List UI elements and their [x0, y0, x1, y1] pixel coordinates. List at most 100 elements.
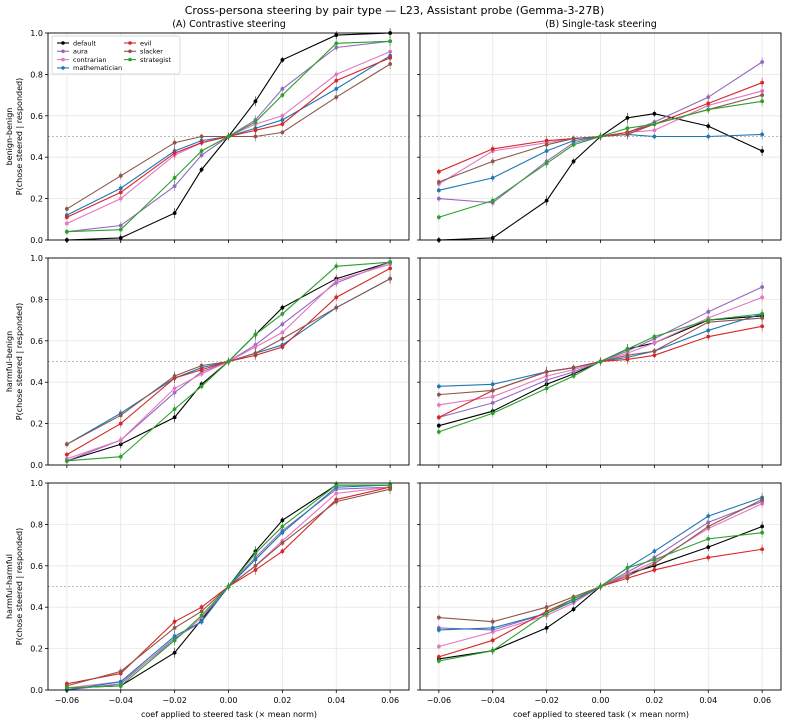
- point-mathematician-0: [436, 188, 441, 193]
- point-strategist-5: [253, 120, 258, 124]
- point-evil-6: [280, 122, 285, 126]
- point-slacker-6: [652, 349, 657, 354]
- point-strategist-1: [118, 227, 123, 232]
- point-slacker-6: [280, 541, 285, 545]
- point-strategist-5: [625, 126, 630, 131]
- point-strategist-3: [571, 142, 576, 147]
- y-tick-label-3: 0.6: [30, 562, 43, 571]
- point-mathematician-0: [436, 384, 441, 389]
- point-default-5: [253, 99, 258, 104]
- point-contrarian-5: [253, 345, 258, 349]
- point-strategist-1: [490, 198, 495, 203]
- point-contrarian-0: [436, 403, 441, 407]
- column-title-single-task: (B) Single-task steering: [545, 19, 657, 30]
- point-evil-8: [760, 547, 765, 552]
- y-tick-label-2: 0.4: [30, 153, 43, 162]
- legend-entry-slacker: slacker: [124, 48, 163, 56]
- point-strategist-0: [64, 229, 69, 234]
- point-evil-1: [490, 147, 495, 151]
- y-axis-label: P(chose steered | responded): [15, 528, 24, 645]
- legend-entry-mathematician: mathematician: [57, 64, 122, 72]
- point-slacker-3: [199, 363, 204, 368]
- y-tick-label-3: 0.6: [30, 337, 43, 346]
- point-mathematician-8: [760, 132, 765, 137]
- point-evil-0: [436, 415, 441, 420]
- point-default-2: [172, 650, 177, 655]
- point-contrarian-2: [172, 386, 177, 391]
- point-aura-1: [118, 223, 123, 228]
- point-contrarian-1: [490, 394, 495, 399]
- point-slacker-1: [490, 619, 495, 624]
- point-mathematician-7: [334, 86, 339, 91]
- point-slacker-3: [571, 365, 576, 370]
- panel-harmful-benign-single: [417, 257, 782, 468]
- point-strategist-6: [280, 311, 285, 316]
- point-aura-3: [199, 153, 204, 158]
- point-slacker-6: [652, 561, 657, 566]
- point-evil-0: [436, 654, 441, 659]
- point-slacker-1: [490, 159, 495, 164]
- point-strategist-2: [172, 407, 177, 412]
- x-tick-label-3: 0.00: [592, 696, 610, 705]
- legend-entry-default: default: [57, 39, 96, 47]
- point-evil-3: [199, 140, 204, 145]
- point-slacker-2: [544, 142, 549, 147]
- point-strategist-7: [334, 41, 339, 46]
- point-contrarian-3: [199, 372, 204, 376]
- point-evil-0: [436, 169, 441, 174]
- point-aura-2: [172, 184, 177, 189]
- y-tick-label-4: 0.8: [30, 520, 43, 529]
- point-evil-2: [172, 151, 177, 155]
- legend-label-mathematician: mathematician: [73, 64, 122, 72]
- point-evil-6: [280, 345, 285, 349]
- point-strategist-0: [64, 686, 69, 690]
- legend-label-contrarian: contrarian: [73, 56, 106, 64]
- point-slacker-1: [118, 669, 123, 674]
- legend-label-slacker: slacker: [140, 48, 163, 56]
- point-slacker-0: [436, 615, 441, 620]
- point-slacker-2: [544, 369, 549, 374]
- column-title-contrastive: (A) Contrastive steering: [172, 19, 286, 30]
- y-tick-label-3: 0.6: [30, 112, 43, 121]
- legend-marker-aura: [61, 49, 65, 54]
- point-mathematician-5: [253, 557, 258, 562]
- point-strategist-0: [436, 659, 441, 663]
- point-slacker-0: [436, 180, 441, 184]
- point-strategist-3: [199, 384, 204, 389]
- point-strategist-2: [172, 638, 177, 643]
- point-default-0: [436, 423, 441, 428]
- point-slacker-3: [199, 609, 204, 614]
- point-mathematician-1: [490, 176, 495, 180]
- point-evil-3: [199, 605, 204, 610]
- y-axis-label: P(chose steered | responded): [15, 78, 24, 195]
- point-strategist-6: [652, 334, 657, 339]
- point-default-1: [118, 442, 123, 447]
- point-strategist-2: [544, 611, 549, 616]
- point-slacker-1: [118, 413, 123, 418]
- point-default-2: [172, 211, 177, 215]
- point-strategist-2: [172, 176, 177, 180]
- series-strategist: [64, 36, 393, 235]
- point-default-3: [199, 167, 204, 172]
- point-slacker-0: [436, 392, 441, 397]
- point-evil-6: [652, 353, 657, 358]
- legend-label-default: default: [73, 39, 96, 47]
- point-evil-1: [118, 190, 123, 195]
- row-label: harmful-harmful: [5, 554, 14, 619]
- y-tick-label-0: 0.0: [30, 236, 43, 245]
- series-strategist: [436, 308, 765, 435]
- point-aura-6: [280, 86, 285, 91]
- y-tick-label-0: 0.0: [30, 686, 43, 695]
- point-evil-2: [172, 619, 177, 624]
- point-contrarian-7: [334, 491, 339, 496]
- point-strategist-1: [118, 683, 123, 688]
- panel-harmful-benign-contrastive: 0.0 0.2 0.4 0.6 0.8 1.0 harmful-benign P(chose …: [5, 254, 410, 470]
- point-aura-8: [760, 60, 765, 64]
- y-tick-label-1: 0.2: [30, 645, 43, 654]
- x-tick-label-1: −0.04: [480, 696, 505, 705]
- point-strategist-7: [706, 536, 711, 541]
- legend-label-evil: evil: [140, 39, 152, 47]
- legend-marker-mathematician: [61, 66, 65, 70]
